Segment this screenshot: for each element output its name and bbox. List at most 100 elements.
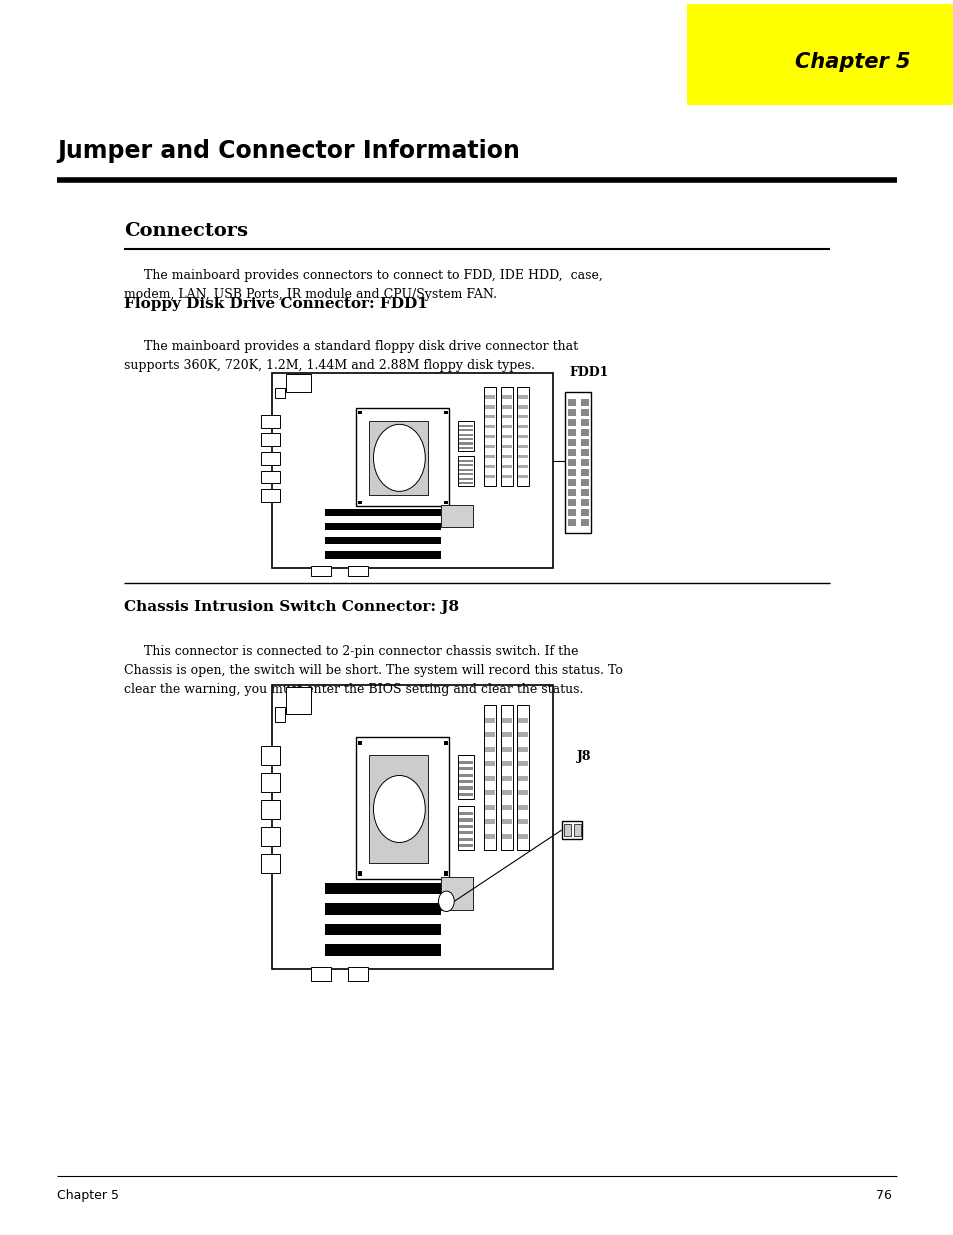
Bar	[517, 387, 528, 487]
Bar	[501, 435, 512, 438]
Bar	[517, 761, 527, 766]
Bar	[517, 705, 528, 850]
Bar	[485, 776, 495, 781]
Bar	[272, 685, 553, 969]
Bar	[501, 761, 512, 766]
Bar	[355, 736, 449, 878]
Bar	[443, 872, 447, 876]
Bar	[517, 804, 527, 810]
Bar	[485, 834, 495, 839]
Bar	[325, 924, 440, 935]
Bar	[567, 499, 576, 506]
Bar	[274, 706, 284, 722]
Bar	[580, 450, 588, 456]
Bar	[325, 509, 440, 516]
Bar	[580, 409, 588, 416]
Bar	[311, 566, 331, 576]
Bar	[325, 522, 440, 531]
Bar	[457, 806, 474, 850]
Bar	[517, 415, 527, 419]
Bar	[500, 387, 513, 487]
Bar	[458, 425, 472, 427]
Bar	[458, 831, 472, 835]
Bar	[325, 883, 440, 894]
Bar	[274, 388, 284, 399]
Bar	[485, 425, 495, 429]
Bar	[567, 450, 576, 456]
Bar	[567, 469, 576, 475]
Bar	[580, 489, 588, 496]
Bar	[574, 825, 580, 836]
Bar	[580, 509, 588, 516]
Bar	[567, 509, 576, 516]
Bar	[580, 469, 588, 475]
Bar	[567, 409, 576, 416]
Bar	[567, 399, 576, 406]
Bar	[563, 825, 570, 836]
Bar	[501, 445, 512, 448]
Bar	[484, 387, 496, 487]
Bar	[348, 967, 367, 981]
Bar	[517, 405, 527, 409]
Text: Chapter 5: Chapter 5	[794, 52, 909, 73]
Bar	[567, 429, 576, 436]
Bar	[260, 433, 280, 446]
Text: Chassis Intrusion Switch Connector: J8: Chassis Intrusion Switch Connector: J8	[124, 600, 458, 614]
Bar	[485, 464, 495, 468]
Bar	[501, 718, 512, 722]
Bar	[443, 500, 447, 504]
Bar	[501, 474, 512, 478]
Bar	[485, 761, 495, 766]
Bar	[517, 445, 527, 448]
Bar	[501, 415, 512, 419]
Bar	[501, 732, 512, 737]
Bar	[485, 790, 495, 795]
Bar	[443, 741, 447, 745]
Bar	[325, 537, 440, 545]
Bar	[458, 825, 472, 827]
Bar	[484, 705, 496, 850]
Bar	[567, 459, 576, 466]
Bar	[458, 469, 472, 471]
Bar	[517, 776, 527, 781]
Bar	[580, 459, 588, 466]
Bar	[458, 478, 472, 479]
Text: The mainboard provides a standard floppy disk drive connector that
supports 360K: The mainboard provides a standard floppy…	[124, 340, 578, 372]
Bar	[260, 773, 280, 792]
Bar	[501, 425, 512, 429]
Bar	[501, 747, 512, 752]
Bar	[458, 844, 472, 847]
Circle shape	[373, 776, 425, 842]
Bar	[458, 767, 472, 771]
Bar	[485, 445, 495, 448]
Bar	[458, 819, 472, 821]
Bar	[458, 473, 472, 475]
Bar	[501, 405, 512, 409]
Bar	[501, 819, 512, 824]
Bar	[260, 827, 280, 846]
Bar	[485, 747, 495, 752]
Text: Floppy Disk Drive Connector: FDD1: Floppy Disk Drive Connector: FDD1	[124, 298, 428, 311]
Bar	[517, 425, 527, 429]
Bar	[443, 411, 447, 414]
Bar	[580, 429, 588, 436]
Bar	[458, 837, 472, 841]
Bar	[357, 741, 361, 745]
Text: 76: 76	[875, 1189, 891, 1202]
Bar	[561, 821, 581, 839]
Bar	[458, 464, 472, 467]
Bar	[325, 551, 440, 558]
Bar	[260, 415, 280, 427]
Bar	[458, 793, 472, 797]
Text: FDD1: FDD1	[569, 366, 608, 379]
Bar	[501, 804, 512, 810]
Text: Chapter 5: Chapter 5	[57, 1189, 119, 1202]
Bar	[501, 464, 512, 468]
Bar	[567, 479, 576, 487]
Bar	[260, 746, 280, 764]
Text: J8: J8	[577, 750, 591, 763]
Bar	[357, 872, 361, 876]
Bar	[458, 774, 472, 777]
Bar	[686, 4, 953, 105]
Bar	[369, 421, 428, 495]
